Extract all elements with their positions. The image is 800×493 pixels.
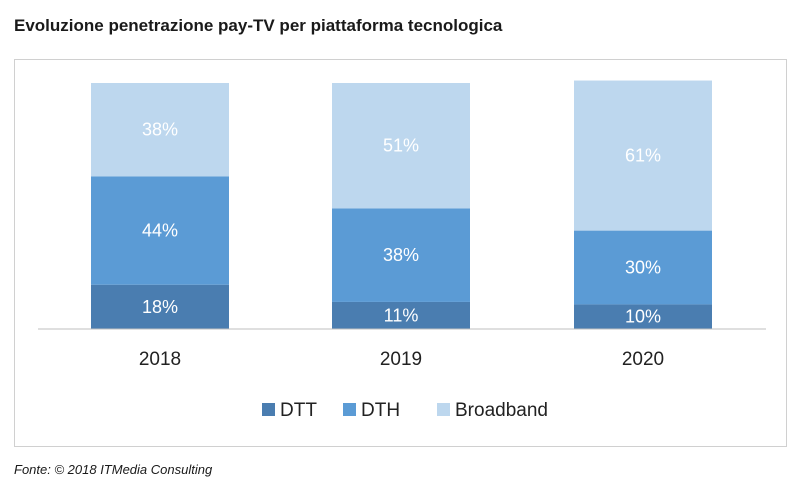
x-tick-labels: 2018 2019 2020 [139, 349, 664, 370]
x-tick-label-2018: 2018 [139, 349, 181, 370]
legend-swatch-broadband [437, 403, 450, 416]
data-label-broadband-2018: 38% [142, 120, 178, 140]
data-label-dth-2018: 44% [142, 221, 178, 241]
legend: DTT DTH Broadband [262, 400, 548, 421]
legend-label-dth: DTH [361, 400, 400, 421]
data-label-dtt-2019: 11% [384, 305, 419, 325]
bar-broadband-2019 [332, 83, 470, 209]
chart-title: Evoluzione penetrazione pay-TV per piatt… [14, 16, 503, 35]
legend-swatch-dtt [262, 403, 275, 416]
data-label-dtt-2020: 10% [625, 307, 661, 327]
legend-label-broadband: Broadband [455, 400, 548, 421]
bar-dth-2019 [332, 208, 470, 302]
bar-broadband-2018 [91, 83, 229, 177]
bar-broadband-2020 [574, 80, 712, 231]
x-tick-label-2020: 2020 [622, 349, 664, 370]
data-label-broadband-2020: 61% [625, 146, 661, 166]
bar-dtt-2018 [91, 284, 229, 329]
bar-dtt-2020 [574, 304, 712, 329]
bar-dtt-2019 [332, 301, 470, 329]
data-label-dth-2019: 38% [383, 245, 419, 265]
source-note: Fonte: © 2018 ITMedia Consulting [14, 462, 213, 477]
data-label-broadband-2019: 51% [383, 136, 419, 156]
bar-dth-2018 [91, 176, 229, 285]
legend-label-dtt: DTT [280, 400, 317, 421]
bar-dth-2020 [574, 230, 712, 305]
bars-group: 18% 44% 38% 11% 38% 51% 10% 30% 61% [91, 80, 712, 329]
legend-swatch-dth [343, 403, 356, 416]
chart-frame [14, 59, 787, 447]
x-tick-label-2019: 2019 [380, 349, 422, 370]
data-label-dtt-2018: 18% [142, 297, 178, 317]
data-label-dth-2020: 30% [625, 258, 661, 278]
